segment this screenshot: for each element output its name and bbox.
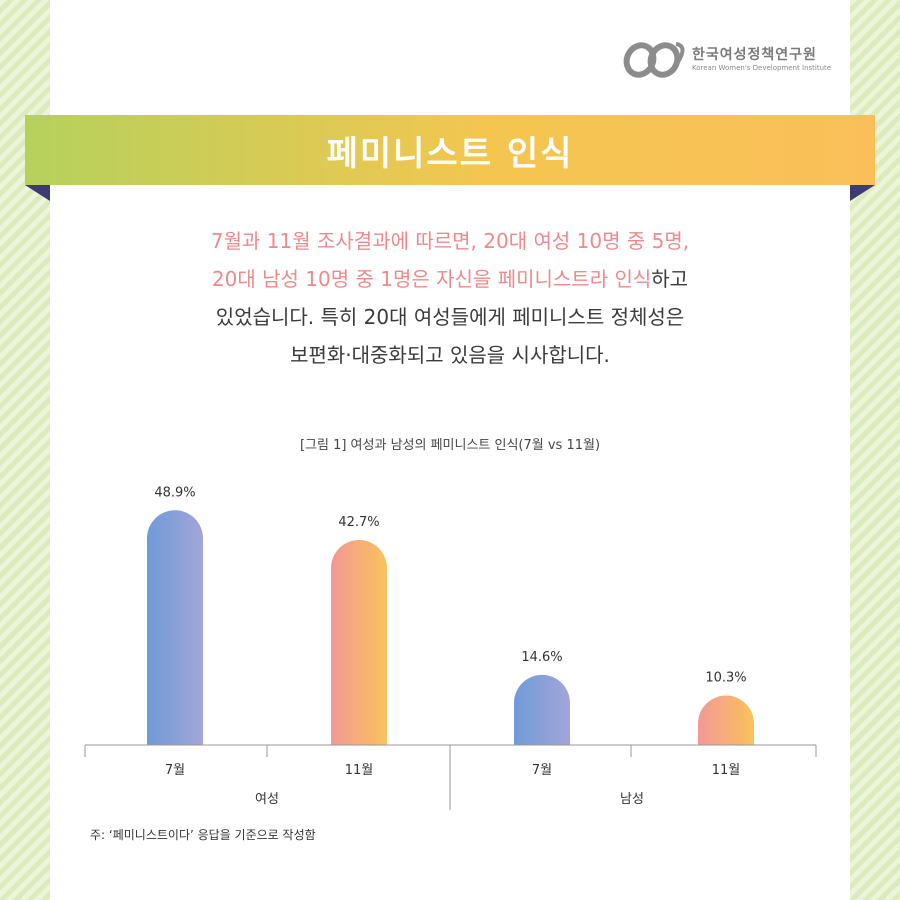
group-label-1: 남성: [620, 792, 644, 807]
intro-line-3: 있었습니다. 특히 20대 여성들에게 페미니스트 정체성은: [215, 305, 685, 329]
bar-1: [331, 540, 387, 745]
bar-2: [514, 674, 570, 745]
bar-0: [147, 510, 203, 745]
org-name: 한국여성정책연구원: [692, 47, 817, 63]
category-label-0: 7월: [165, 763, 185, 778]
kwdi-logo-icon: [623, 42, 685, 78]
intro-text: 7월과 11월 조사결과에 따르면, 20대 여성 10명 중 5명, 20대 …: [50, 222, 850, 374]
value-label-2: 14.6%: [521, 650, 562, 665]
value-label-0: 48.9%: [154, 485, 195, 500]
intro-line-4: 보편화·대중화되고 있음을 시사합니다.: [290, 343, 610, 367]
title-banner: 페미니스트 인식: [25, 115, 875, 185]
banner-fold-left: [25, 185, 50, 201]
intro-line-2: 20대 남성 10명 중 1명은 자신을 페미니스트라 인식하고: [50, 260, 850, 298]
value-label-3: 10.3%: [705, 671, 746, 686]
group-label-0: 여성: [255, 792, 279, 807]
chart-title: [그림 1] 여성과 남성의 페미니스트 인식(7월 vs 11월): [299, 438, 601, 453]
intro-line-2-highlight: 20대 남성 10명 중 1명은 자신을 페미니스트라 인식: [211, 267, 652, 291]
intro-line-2-rest: 하고: [651, 267, 689, 291]
category-label-2: 7월: [532, 763, 552, 778]
kwdi-logo: 한국여성정책연구원 Korean Women's Development Ins…: [620, 40, 850, 80]
bar-3: [698, 695, 754, 745]
org-name-en: Korean Women's Development Institute: [692, 64, 832, 72]
chart-note: 주: ‘페미니스트이다’ 응답을 기준으로 작성함: [90, 828, 316, 842]
category-label-1: 11월: [345, 763, 374, 778]
intro-line-1: 7월과 11월 조사결과에 따르면, 20대 여성 10명 중 5명,: [210, 229, 690, 253]
page-title: 페미니스트 인식: [326, 133, 574, 174]
value-label-1: 42.7%: [338, 515, 379, 530]
category-label-3: 11월: [712, 763, 741, 778]
banner-fold-right: [850, 185, 875, 201]
